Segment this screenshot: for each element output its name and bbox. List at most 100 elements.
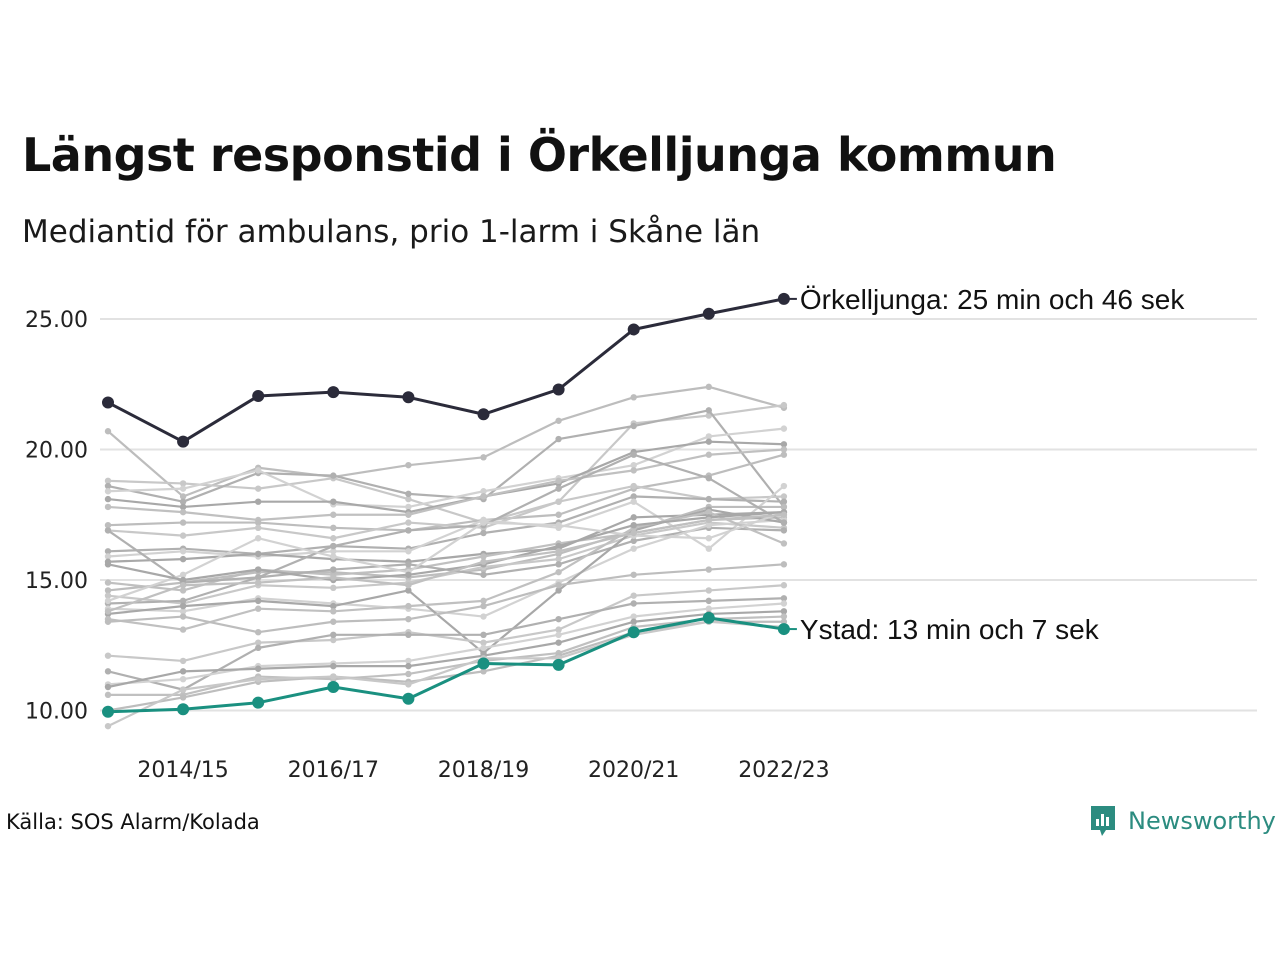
background-data-point (480, 639, 487, 646)
background-data-point (104, 561, 112, 568)
background-series-line (107, 513, 784, 613)
background-data-point (555, 417, 562, 424)
background-data-point (630, 545, 637, 552)
background-data-point (705, 508, 712, 516)
background-data-point (179, 498, 187, 505)
background-data-point (255, 550, 262, 558)
background-data-point (780, 600, 788, 607)
x-tick-label: 2020/21 (588, 758, 679, 783)
background-data-point (555, 498, 562, 505)
background-data-point (405, 490, 412, 498)
background-data-point (255, 566, 262, 573)
background-data-point (104, 521, 112, 529)
background-data-point (705, 475, 712, 482)
data-point-ystad (102, 705, 114, 718)
background-data-point (255, 524, 262, 531)
background-data-point (405, 582, 412, 589)
data-point-örkelljunga (402, 391, 415, 404)
background-series-line (107, 521, 784, 605)
background-data-point (630, 514, 637, 521)
background-data-point (179, 597, 187, 605)
background-data-point (705, 433, 712, 440)
background-data-point (104, 683, 112, 691)
background-data-point (705, 451, 712, 458)
background-data-point (705, 521, 712, 529)
background-data-point (405, 527, 412, 534)
background-data-point (480, 602, 487, 610)
background-data-point (555, 582, 562, 589)
background-data-point (555, 631, 562, 639)
background-data-point (330, 673, 337, 680)
brand-name: Newsworthy (1128, 807, 1276, 835)
background-data-point (780, 401, 788, 409)
background-data-point (780, 582, 788, 589)
background-series-line (107, 385, 785, 498)
background-data-point (780, 482, 788, 490)
background-data-point (480, 644, 487, 652)
background-data-point (330, 618, 337, 625)
background-data-point (255, 498, 262, 505)
background-series-line (107, 610, 784, 689)
background-data-point (705, 407, 712, 414)
highlight-series: Örkelljunga: 25 min och 46 sek Ystad: 13 … (102, 284, 1185, 718)
background-data-point (104, 579, 112, 586)
background-data-point (630, 618, 637, 625)
background-data-point (780, 511, 788, 518)
background-data-point (179, 626, 187, 633)
background-data-point (780, 561, 788, 568)
background-data-point (179, 613, 187, 620)
background-data-point (555, 511, 562, 518)
background-data-point (555, 477, 562, 485)
y-tick-label: 20.00 (25, 439, 88, 464)
background-data-point (104, 495, 112, 503)
background-data-point (405, 602, 412, 610)
background-data-point (705, 516, 712, 524)
background-data-point (480, 558, 487, 565)
background-data-point (104, 548, 112, 555)
background-data-point (630, 592, 637, 599)
background-data-point (780, 595, 788, 602)
background-data-point (405, 461, 412, 469)
background-data-point (179, 694, 187, 701)
background-data-point (255, 574, 262, 581)
background-series-line (107, 427, 785, 509)
background-data-point (330, 542, 337, 550)
background-data-point (330, 584, 337, 592)
background-data-point (179, 571, 187, 578)
background-series-line (107, 440, 784, 514)
background-data-point (330, 472, 337, 479)
background-data-point (255, 639, 262, 646)
background-data-point (780, 451, 788, 458)
background-series (104, 383, 788, 730)
background-data-point (705, 597, 712, 605)
background-data-point (480, 571, 487, 578)
data-point-örkelljunga (102, 396, 114, 409)
background-data-point (179, 485, 187, 492)
background-data-point (405, 681, 412, 688)
background-series-line (107, 448, 784, 522)
background-data-point (179, 668, 187, 675)
background-data-point (405, 503, 412, 511)
background-data-point (405, 548, 412, 555)
background-data-point (555, 615, 562, 623)
background-data-point (480, 631, 487, 639)
background-data-point (780, 425, 788, 432)
background-data-point (255, 485, 262, 492)
background-data-point (179, 493, 187, 500)
background-data-point (179, 555, 187, 563)
background-data-point (630, 493, 637, 500)
data-point-ystad (402, 692, 415, 705)
background-data-point (480, 493, 487, 500)
background-data-point (405, 662, 412, 670)
newsworthy-logo-icon (1091, 806, 1115, 836)
background-data-point (480, 488, 487, 495)
background-data-point (555, 521, 562, 529)
background-data-point (330, 608, 337, 615)
data-point-ystad (252, 696, 265, 709)
background-data-point (555, 561, 562, 568)
data-point-örkelljunga (477, 408, 490, 421)
background-series-line (107, 620, 784, 728)
background-data-point (555, 485, 562, 492)
background-data-point (705, 566, 712, 573)
background-data-point (179, 602, 187, 610)
